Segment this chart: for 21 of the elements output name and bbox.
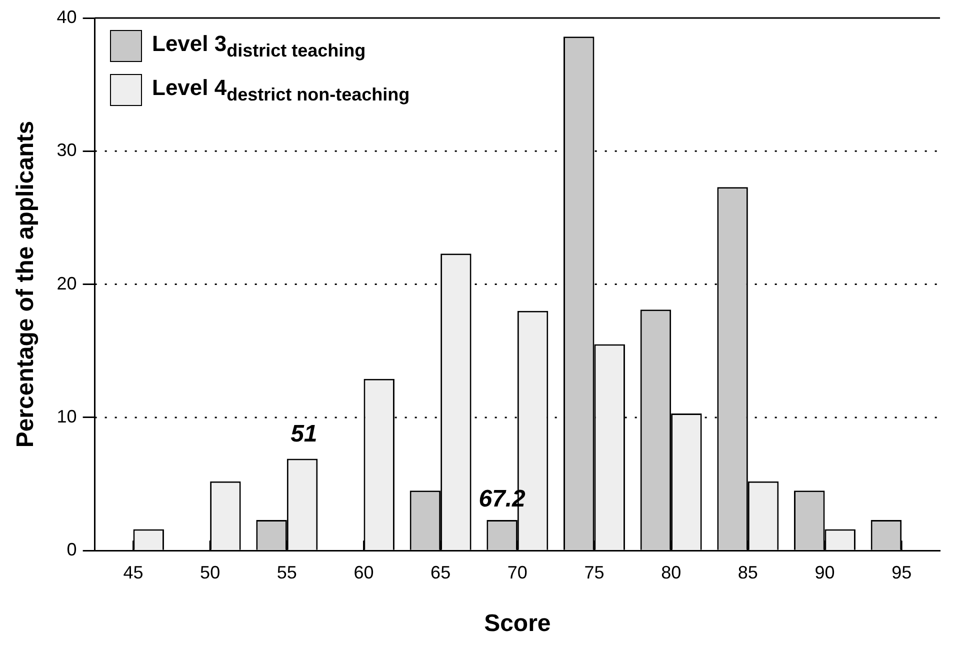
x-tick-label: 60	[354, 562, 374, 582]
y-tick-label: 10	[56, 406, 77, 426]
x-tick-label: 90	[814, 562, 835, 582]
annotation: 51	[290, 420, 318, 448]
x-tick-label: 45	[123, 562, 144, 582]
x-tick-label: 55	[276, 562, 297, 582]
y-axis-title: Percentage of the applicants	[12, 120, 40, 448]
x-tick-label: 80	[661, 562, 682, 582]
y-tick-label: 0	[66, 540, 77, 560]
x-tick-label: 70	[507, 562, 528, 582]
legend-label: Level 4$_{destrict non-teaching}$	[152, 74, 410, 106]
y-tick-label: 30	[56, 140, 77, 160]
y-tick-label: 40	[56, 6, 77, 27]
x-tick-label: 75	[584, 562, 604, 582]
x-tick-label: 85	[738, 562, 758, 582]
x-tick-label: 50	[200, 562, 220, 582]
y-tick-label: 20	[56, 273, 77, 294]
x-axis-title: Score	[484, 610, 551, 638]
x-tick-label: 65	[430, 562, 451, 582]
legend-label: Level 3$_{district teaching}$	[152, 30, 366, 62]
x-tick-label: 95	[892, 562, 912, 582]
